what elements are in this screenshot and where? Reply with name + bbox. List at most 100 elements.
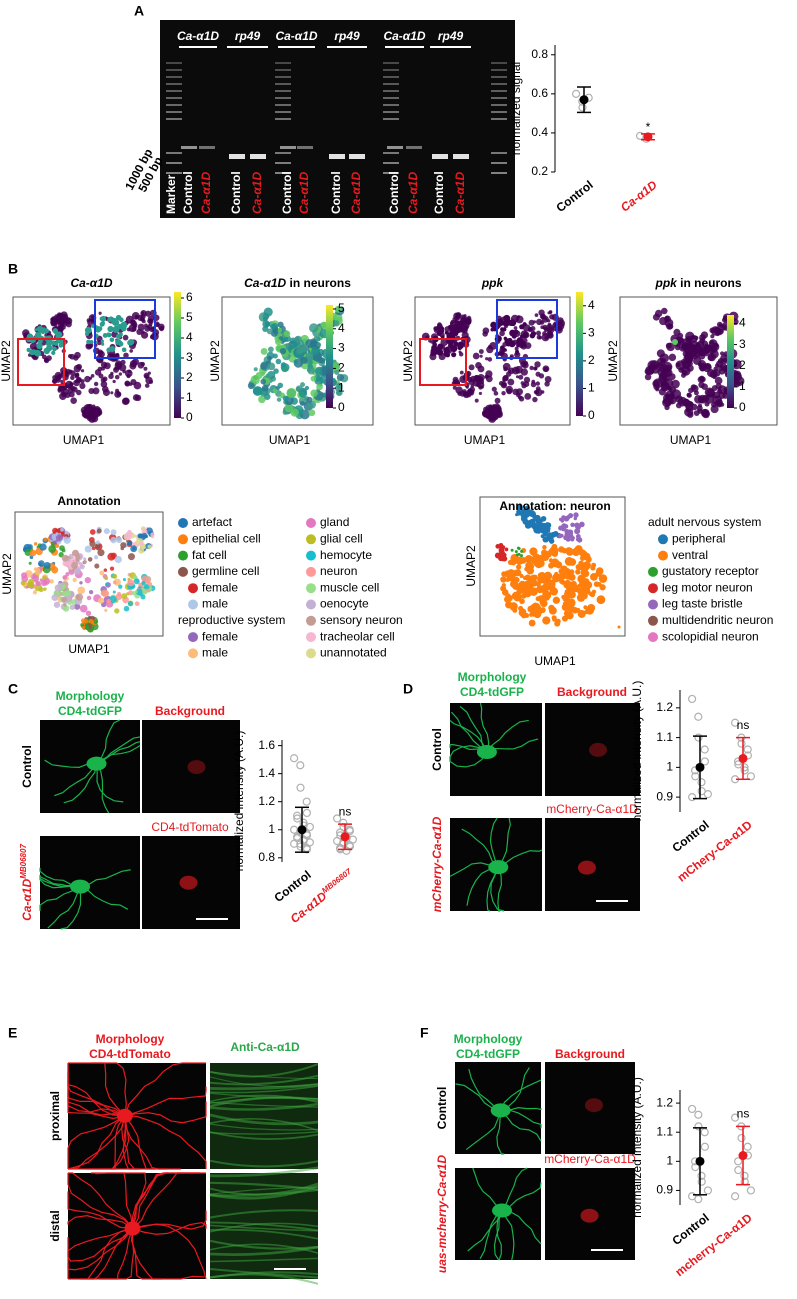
umap-cell — [479, 377, 484, 382]
micrograph-texture — [209, 1083, 319, 1091]
micrograph-dendrite — [124, 1115, 207, 1169]
highlight-box — [94, 299, 156, 359]
legend-swatch — [178, 550, 188, 561]
umap-cell — [528, 519, 534, 525]
umap-cell — [51, 594, 59, 601]
umap-cell — [120, 546, 125, 551]
micrograph-texture — [209, 1085, 319, 1094]
gel-ladder-band — [383, 69, 399, 71]
umap-cell — [472, 379, 480, 387]
micrograph-dendrite — [489, 817, 499, 868]
umap-cell — [110, 529, 117, 536]
gel-ladder-band — [491, 76, 507, 78]
umap-cell — [718, 323, 723, 328]
umap-cell — [61, 554, 69, 562]
micrograph-cell — [70, 879, 91, 894]
umap-cell — [499, 553, 506, 560]
umap-cell — [276, 397, 282, 402]
gel-ladder-band — [275, 162, 291, 164]
micrograph-cell — [116, 1108, 133, 1123]
data-point — [746, 772, 756, 781]
legend-swatch — [306, 599, 316, 610]
umap-cell — [518, 605, 524, 611]
micrograph-cell — [577, 860, 596, 875]
umap-cell — [53, 318, 60, 325]
umap-cell — [546, 326, 555, 334]
y-tick-label: 1 — [666, 760, 673, 774]
y-tick-label: 1.2 — [656, 1095, 673, 1109]
data-point — [703, 1186, 713, 1195]
umap-cell — [118, 584, 123, 589]
umap-cell — [85, 413, 90, 418]
micrograph-cell — [86, 756, 107, 771]
colorbar-tick-label: 3 — [186, 350, 193, 364]
umap-cell — [699, 376, 706, 383]
umap-cell — [95, 540, 101, 545]
mean-marker — [297, 825, 307, 835]
umap-cell — [566, 611, 574, 620]
umap-cell — [522, 576, 527, 581]
umap-cell — [675, 402, 682, 409]
umap-cell — [55, 534, 64, 542]
umap-cell — [570, 522, 575, 527]
umap-cell — [562, 601, 569, 607]
umap-cell — [296, 347, 303, 355]
umap-cell — [105, 582, 109, 586]
umap-cell — [459, 370, 464, 375]
umap-cell — [555, 561, 563, 569]
umap-cell — [477, 365, 485, 373]
umap-cell — [490, 327, 495, 332]
micrograph-texture — [209, 1224, 319, 1232]
gel-ladder-band — [491, 90, 507, 92]
umap-title-part: in neurons — [286, 276, 351, 290]
colorbar — [174, 292, 181, 418]
umap-cell — [38, 587, 44, 593]
legend-swatch — [648, 615, 658, 626]
colorbar-tick-label: 4 — [739, 316, 746, 330]
umap-cell — [518, 374, 524, 380]
gene-label: Ca-α1D — [383, 29, 425, 43]
micrograph-dendrite — [449, 720, 488, 753]
legend-label: leg taste bristle — [662, 597, 743, 611]
y-axis-label: normalized intensity (A.U.) — [630, 1077, 644, 1218]
umap-cell — [118, 372, 122, 376]
umap-cell — [565, 536, 571, 542]
data-point — [740, 766, 749, 775]
row-label-sup: MB06807 — [19, 844, 28, 879]
umap-cell — [535, 381, 541, 386]
umap-cell — [547, 322, 552, 327]
umap-cell — [699, 337, 705, 344]
umap-cell — [79, 382, 86, 390]
umap-cell — [515, 556, 524, 565]
umap-cell — [552, 596, 561, 604]
umap-cell — [258, 395, 266, 404]
umap-cell — [499, 330, 505, 337]
umap-cell — [21, 572, 28, 579]
umap-cell — [559, 579, 564, 584]
umap-cell — [28, 561, 32, 565]
umap-cell — [138, 547, 145, 554]
umap-cell — [277, 327, 283, 333]
umap-cell — [106, 332, 111, 337]
umap-cell — [702, 394, 710, 403]
row-label: Control — [435, 1087, 449, 1130]
micrograph-dendrite — [86, 1115, 126, 1170]
gel-ladder-band — [166, 118, 182, 120]
data-point — [687, 793, 697, 802]
micrograph-dendrite — [67, 1228, 133, 1271]
umap-cell — [108, 373, 114, 380]
data-point — [293, 814, 302, 823]
umap-cell — [588, 591, 593, 596]
micrograph-dendrite — [95, 1172, 147, 1229]
gel-image — [160, 20, 515, 218]
umap-cell — [550, 531, 557, 538]
umap-cell — [265, 373, 270, 379]
umap-cell — [60, 324, 64, 328]
umap-cell — [57, 373, 63, 379]
umap-cell — [468, 364, 475, 371]
legend-label: fat cell — [192, 548, 227, 562]
axis-label: UMAP2 — [0, 340, 13, 382]
umap-cell — [120, 323, 124, 327]
umap-cell — [552, 617, 557, 622]
umap-cell — [158, 323, 165, 331]
